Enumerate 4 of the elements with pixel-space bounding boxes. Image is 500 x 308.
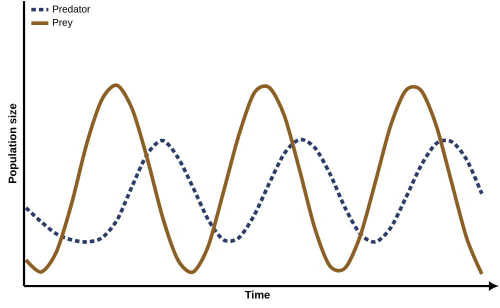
y-axis-title: Population size: [8, 104, 18, 183]
x-axis-title: Time: [244, 290, 270, 299]
legend-label: Predator: [52, 5, 90, 13]
legend-label: Prey: [52, 18, 73, 28]
